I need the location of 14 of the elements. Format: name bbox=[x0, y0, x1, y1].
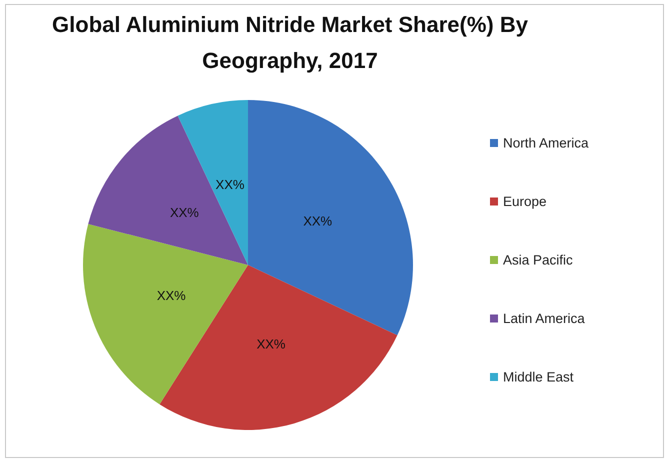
data-label: XX% bbox=[216, 176, 245, 192]
legend-label: Asia Pacific bbox=[503, 252, 574, 268]
legend-label: Europe bbox=[503, 194, 547, 209]
data-label: XX% bbox=[170, 204, 200, 220]
data-label: XX% bbox=[303, 213, 333, 228]
pie-slice bbox=[88, 116, 248, 265]
legend-label: Middle East bbox=[503, 370, 574, 384]
pie-slice bbox=[83, 224, 248, 404]
legend-label: Latin America bbox=[503, 311, 586, 326]
data-label: XX% bbox=[256, 336, 286, 352]
legend-label: North America bbox=[503, 136, 590, 150]
pie-slice bbox=[248, 100, 413, 336]
chart-title: Global Aluminium Nitride Market Share(%) By Geography, 2017 bbox=[52, 12, 529, 73]
data-label: XX% bbox=[156, 288, 186, 303]
